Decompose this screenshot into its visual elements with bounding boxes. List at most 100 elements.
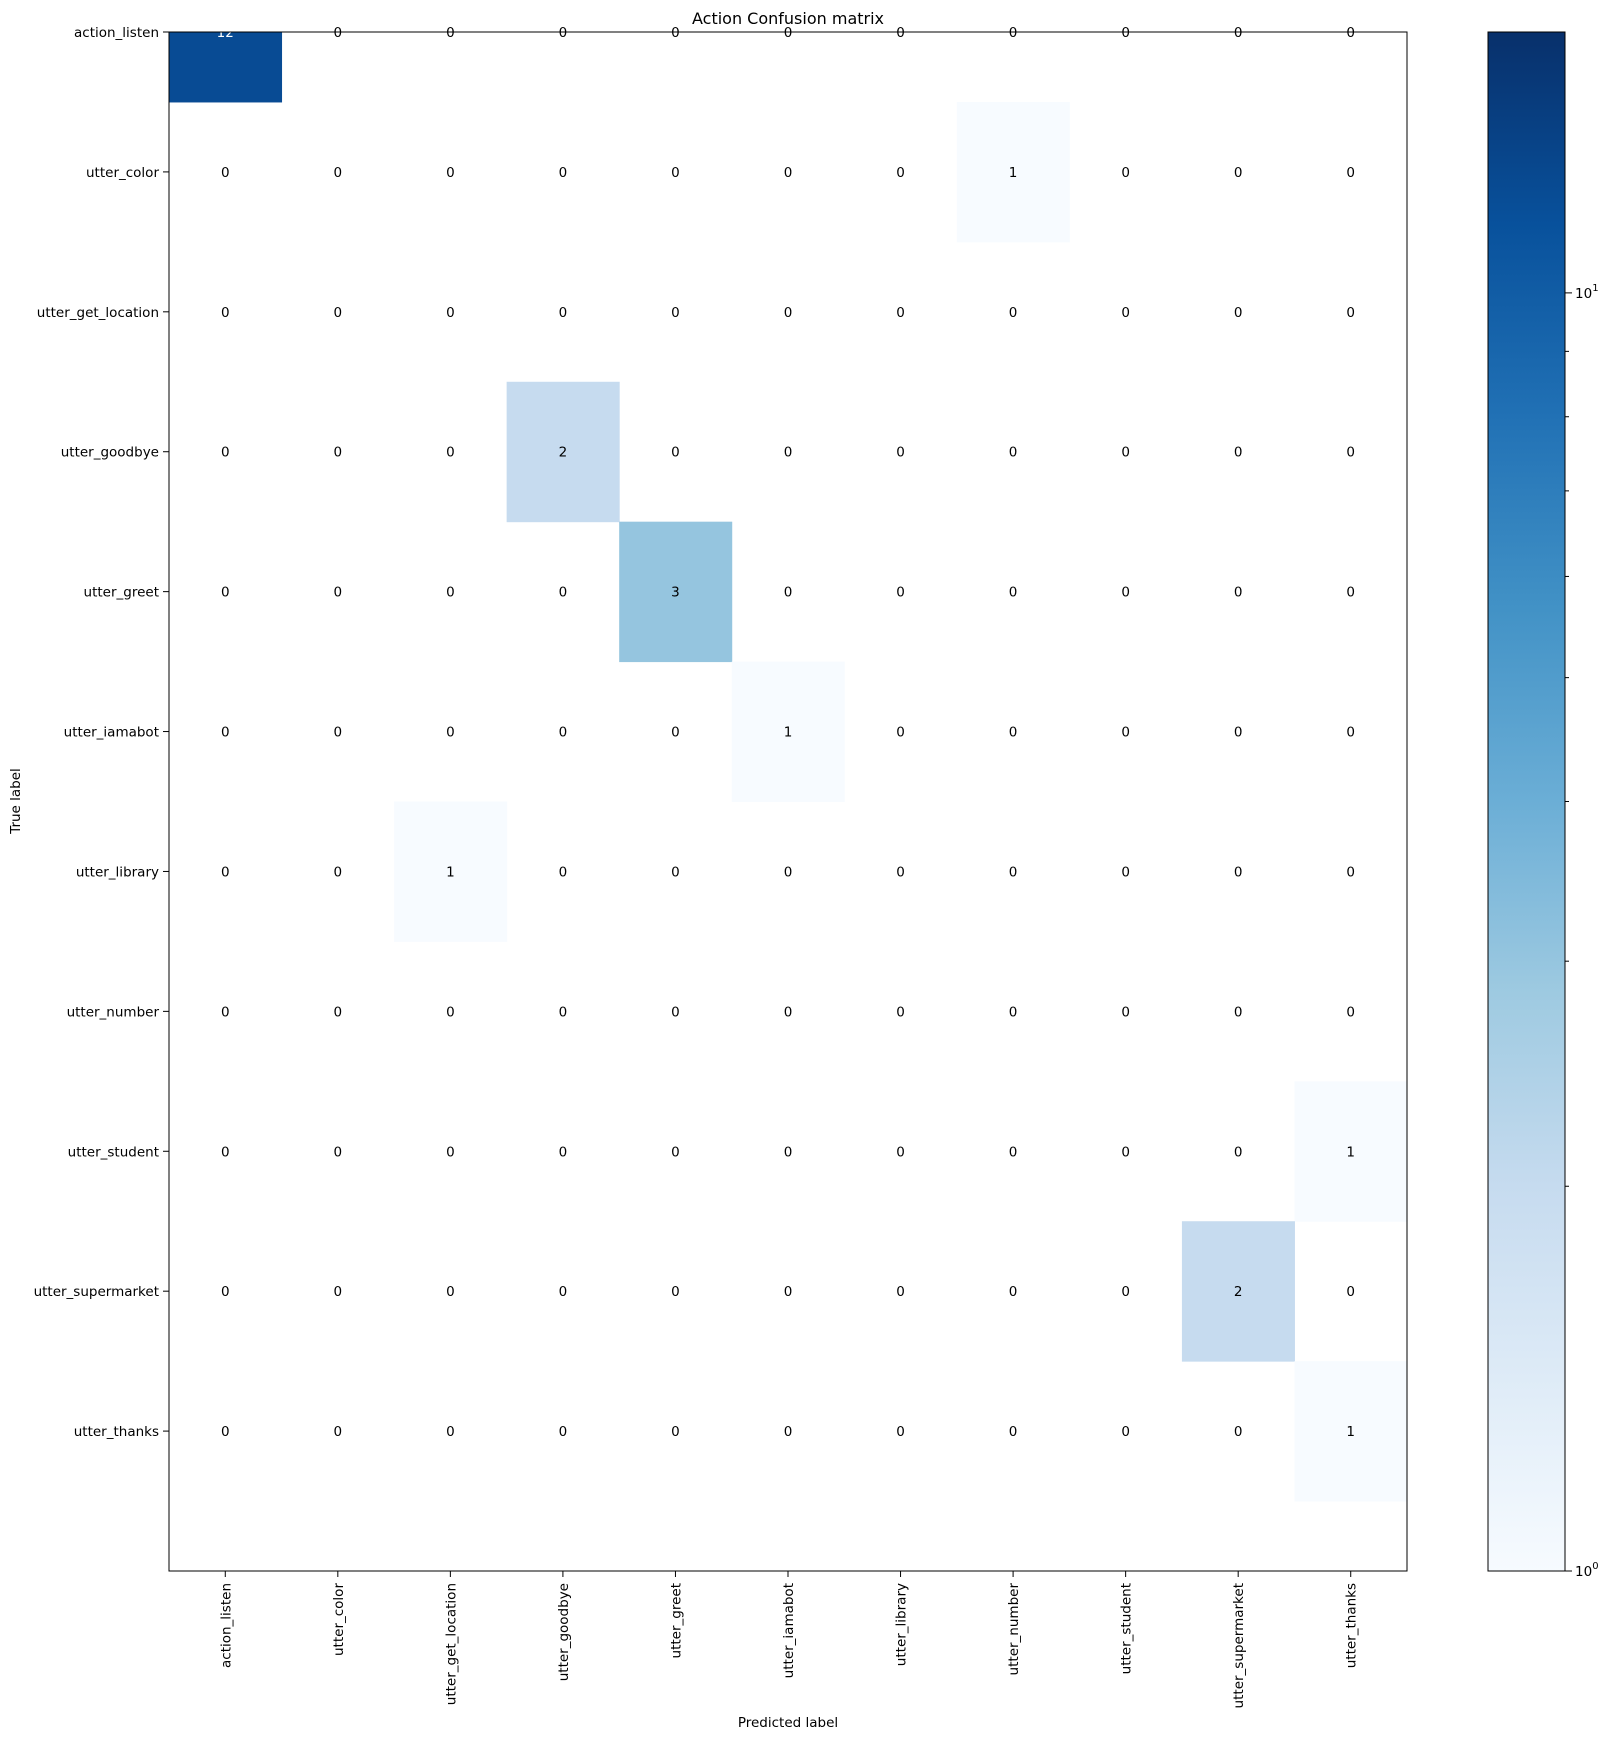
cell-value: 0: [1234, 445, 1243, 461]
cell-value: 0: [784, 25, 793, 41]
cell-value: 0: [334, 1424, 343, 1440]
cell-value: 0: [1346, 1004, 1355, 1020]
cell-value: 0: [334, 165, 343, 181]
cell-value: 0: [446, 305, 455, 321]
cell-value: 0: [1346, 165, 1355, 181]
cell-value: 0: [1121, 165, 1130, 181]
cell-value: 0: [896, 1144, 905, 1160]
cell-value: 0: [1234, 585, 1243, 601]
y-tick-label: utter_goodbye: [61, 445, 159, 461]
cell-value: 0: [671, 165, 680, 181]
cell-value: 0: [1234, 1004, 1243, 1020]
cell-value: 0: [221, 305, 230, 321]
cell-value: 0: [784, 1424, 793, 1440]
x-tick-label: utter_student: [1119, 1583, 1135, 1674]
cell-value: 0: [1234, 1424, 1243, 1440]
cell-value: 0: [671, 445, 680, 461]
cell-value: 0: [1121, 585, 1130, 601]
cell-value: 1: [1009, 165, 1018, 181]
cell-value: 0: [1009, 1424, 1018, 1440]
cell-value: 0: [221, 445, 230, 461]
cell-value: 0: [1234, 864, 1243, 880]
cell-value: 0: [334, 25, 343, 41]
y-tick-label: utter_thanks: [74, 1424, 159, 1440]
heatmap-cell: [1294, 1361, 1407, 1502]
heatmap-cell: [394, 801, 508, 942]
cell-value: 0: [1009, 725, 1018, 741]
cell-value: 0: [1009, 864, 1018, 880]
cell-value: 0: [784, 1004, 793, 1020]
x-tick-label: utter_number: [1006, 1583, 1022, 1676]
cell-value: 0: [559, 305, 568, 321]
y-tick-label: utter_color: [86, 165, 159, 181]
colorbar-tick-label: 100: [1575, 1561, 1599, 1580]
cell-value: 0: [1234, 1144, 1243, 1160]
y-axis-label: True label: [8, 768, 24, 835]
cell-value: 0: [334, 585, 343, 601]
chart-title: Action Confusion matrix: [692, 9, 884, 28]
cell-value: 0: [221, 1284, 230, 1300]
x-tick-label: utter_thanks: [1344, 1583, 1360, 1668]
cell-value: 0: [221, 585, 230, 601]
y-tick-label: utter_library: [76, 864, 159, 880]
cell-value: 12: [217, 25, 234, 41]
cell-value: 0: [784, 585, 793, 601]
cell-value: 0: [671, 305, 680, 321]
cell-value: 0: [896, 864, 905, 880]
cell-value: 0: [1346, 864, 1355, 880]
cell-value: 0: [896, 445, 905, 461]
y-tick-label: action_listen: [74, 25, 159, 41]
cell-value: 0: [1234, 165, 1243, 181]
cell-value: 0: [1234, 25, 1243, 41]
x-tick-label: utter_library: [894, 1583, 910, 1666]
cell-value: 0: [896, 305, 905, 321]
cell-value: 2: [1234, 1284, 1243, 1300]
cell-value: 0: [784, 445, 793, 461]
cell-value: 0: [559, 25, 568, 41]
cell-value: 0: [1009, 585, 1018, 601]
cell-value: 0: [446, 725, 455, 741]
cell-value: 0: [1346, 585, 1355, 601]
cell-value: 0: [334, 1144, 343, 1160]
y-axis: action_listen utter_color utter_get_locati…: [34, 25, 169, 1440]
cell-value: 0: [1346, 445, 1355, 461]
cell-value: 2: [559, 445, 568, 461]
cell-value: 0: [221, 864, 230, 880]
cell-value: 0: [221, 1144, 230, 1160]
cell-value: 0: [1121, 445, 1130, 461]
cell-value: 0: [559, 1424, 568, 1440]
cell-value: 0: [784, 864, 793, 880]
cell-value: 0: [896, 585, 905, 601]
cell-value: 0: [1009, 305, 1018, 321]
x-tick-label: utter_goodbye: [556, 1583, 572, 1681]
cell-value: 0: [559, 1004, 568, 1020]
cell-value: 3: [671, 585, 680, 601]
cell-value: 0: [446, 1004, 455, 1020]
cell-value: 0: [1009, 1144, 1018, 1160]
cell-value: 0: [559, 725, 568, 741]
cell-value: 0: [1234, 305, 1243, 321]
cell-value: 0: [559, 1144, 568, 1160]
cell-value: 0: [896, 1284, 905, 1300]
cell-value: 0: [334, 864, 343, 880]
cell-value: 0: [671, 1284, 680, 1300]
cell-value: 0: [1121, 864, 1130, 880]
x-tick-label: utter_greet: [668, 1583, 684, 1658]
cell-value: 0: [1121, 1144, 1130, 1160]
cell-value: 0: [896, 725, 905, 741]
heatmap-cell: [1294, 1081, 1407, 1222]
y-tick-label: utter_number: [67, 1004, 160, 1020]
cell-value: 0: [446, 1284, 455, 1300]
cell-value: 0: [671, 25, 680, 41]
heatmap-cell: [1181, 1221, 1295, 1362]
y-tick-label: utter_iamabot: [64, 725, 159, 741]
heatmap-cell: [619, 521, 733, 663]
cell-value: 0: [334, 1284, 343, 1300]
cell-value: 1: [1346, 1424, 1355, 1440]
cell-value: 0: [559, 165, 568, 181]
cell-value: 0: [896, 25, 905, 41]
cell-value: 0: [1009, 25, 1018, 41]
y-tick-label: utter_greet: [84, 585, 159, 601]
cell-value: 0: [784, 1284, 793, 1300]
colorbar: [1487, 31, 1566, 1572]
